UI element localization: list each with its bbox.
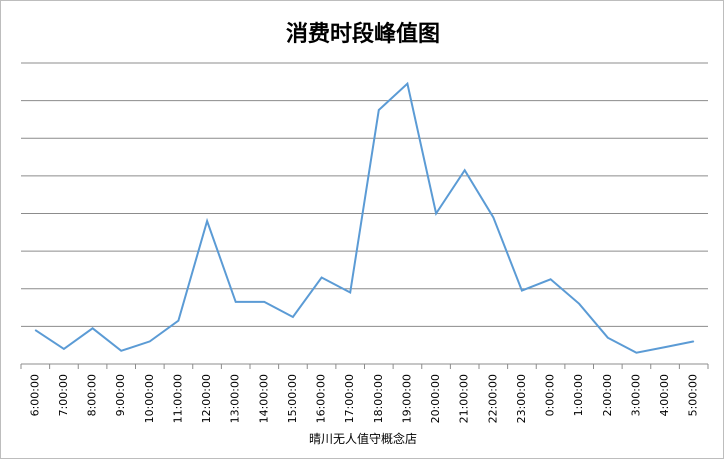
data-point [349, 292, 351, 294]
data-point [578, 303, 580, 305]
data-point [321, 276, 323, 278]
x-tick-label: 17:00:00 [343, 374, 356, 423]
x-tick-label: 5:00:00 [687, 374, 700, 416]
x-tick-label: 21:00:00 [458, 374, 471, 423]
x-tick-label: 7:00:00 [57, 374, 70, 416]
data-point [550, 278, 552, 280]
data-point [34, 329, 36, 331]
x-tick-label: 19:00:00 [400, 374, 413, 423]
x-tick-label: 22:00:00 [486, 374, 499, 423]
data-point [206, 220, 208, 222]
x-tick-label: 14:00:00 [257, 374, 270, 423]
data-point [92, 327, 94, 329]
x-tick-labels: 6:00:00 7:00:00 8:00:00 9:00:00 10:00:00 11:0… [28, 374, 699, 423]
data-point [693, 340, 695, 342]
x-tick-label: 15:00:00 [286, 374, 299, 423]
data-point [263, 301, 265, 303]
data-point [120, 350, 122, 352]
gridlines [21, 62, 708, 327]
data-point [149, 340, 151, 342]
data-point [292, 316, 294, 318]
data-point [378, 109, 380, 111]
data-point [464, 169, 466, 171]
x-tick-label: 4:00:00 [658, 374, 671, 416]
x-tick-label: 0:00:00 [544, 374, 557, 416]
x-tick-label: 2:00:00 [601, 374, 614, 416]
x-tick-label: 16:00:00 [315, 374, 328, 423]
data-point [235, 301, 237, 303]
series-line [34, 81, 694, 354]
x-tick-label: 13:00:00 [229, 374, 242, 423]
data-point [177, 320, 179, 322]
x-tick-label: 3:00:00 [629, 374, 642, 416]
x-tick-label: 11:00:00 [171, 374, 184, 423]
data-point [63, 348, 65, 350]
x-tick-label: 1:00:00 [572, 374, 585, 416]
series-layer [34, 81, 695, 354]
data-point [435, 213, 437, 214]
x-tick-label: 20:00:00 [429, 374, 442, 423]
x-tick-label: 8:00:00 [86, 374, 99, 416]
data-point [607, 337, 609, 339]
x-tick-label: 12:00:00 [200, 374, 213, 423]
x-tick-label: 9:00:00 [114, 374, 127, 416]
data-point [664, 346, 666, 348]
x-tick-label: 10:00:00 [143, 374, 156, 423]
x-tick-label: 23:00:00 [515, 374, 528, 423]
chart-title: 消费时段峰值图 [286, 21, 440, 47]
data-point [406, 83, 408, 85]
x-tick-label: 18:00:00 [372, 374, 385, 423]
data-point [635, 352, 637, 354]
x-axis-label: 晴川无人值守概念店 [309, 431, 417, 446]
data-point [492, 216, 494, 218]
data-point [521, 290, 523, 292]
x-axis [20, 363, 709, 369]
x-tick-label: 6:00:00 [28, 374, 41, 416]
